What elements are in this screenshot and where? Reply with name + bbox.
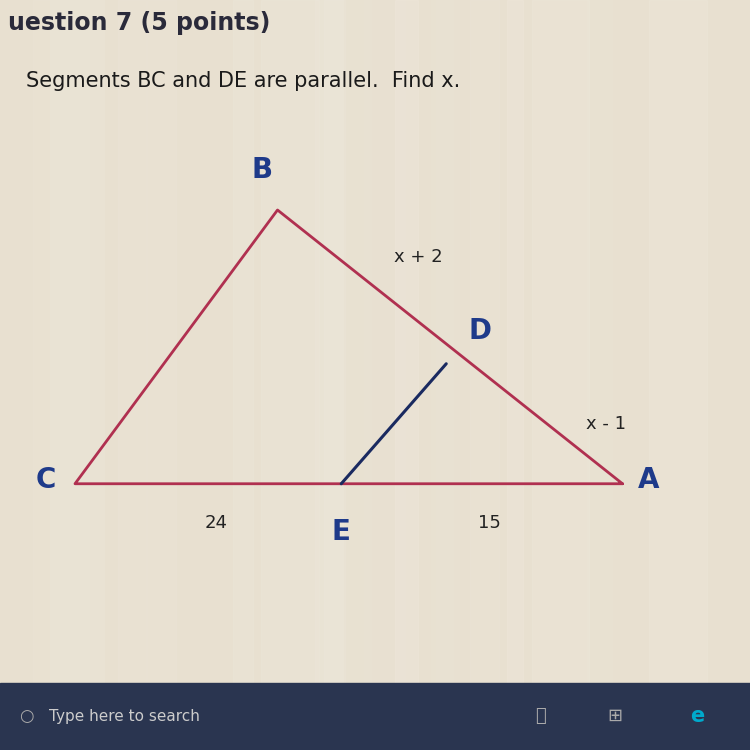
Bar (147, 0, 176, 750)
Bar (324, 0, 345, 750)
Text: D: D (469, 317, 492, 345)
Bar (649, 0, 707, 750)
Bar (315, 0, 343, 750)
Text: C: C (36, 466, 56, 494)
Bar (508, 0, 524, 750)
Text: 🎤: 🎤 (535, 707, 545, 725)
Bar (394, 0, 418, 750)
Text: e: e (690, 706, 705, 726)
Bar (320, 0, 370, 750)
Bar (430, 0, 452, 750)
Text: Segments BC and DE are parallel.  Find x.: Segments BC and DE are parallel. Find x. (26, 71, 460, 92)
Text: ○: ○ (19, 707, 33, 725)
Bar (118, 0, 146, 750)
Bar (33, 0, 88, 750)
Text: x - 1: x - 1 (586, 415, 626, 433)
Bar (470, 0, 500, 750)
Text: x + 2: x + 2 (394, 248, 442, 266)
Text: 24: 24 (204, 514, 227, 532)
Text: ⊞: ⊞ (608, 707, 622, 725)
Bar (233, 0, 253, 750)
Bar (532, 0, 590, 750)
Text: A: A (638, 466, 659, 494)
Text: E: E (332, 518, 351, 545)
Bar (436, 0, 459, 750)
Bar (587, 0, 612, 750)
Bar (364, 0, 406, 750)
Text: 15: 15 (478, 514, 501, 532)
Bar (0, 682, 750, 750)
Text: Type here to search: Type here to search (49, 709, 200, 724)
Bar (50, 0, 104, 750)
Bar (262, 0, 320, 750)
Text: uestion 7 (5 points): uestion 7 (5 points) (8, 11, 270, 35)
Text: B: B (252, 156, 273, 184)
